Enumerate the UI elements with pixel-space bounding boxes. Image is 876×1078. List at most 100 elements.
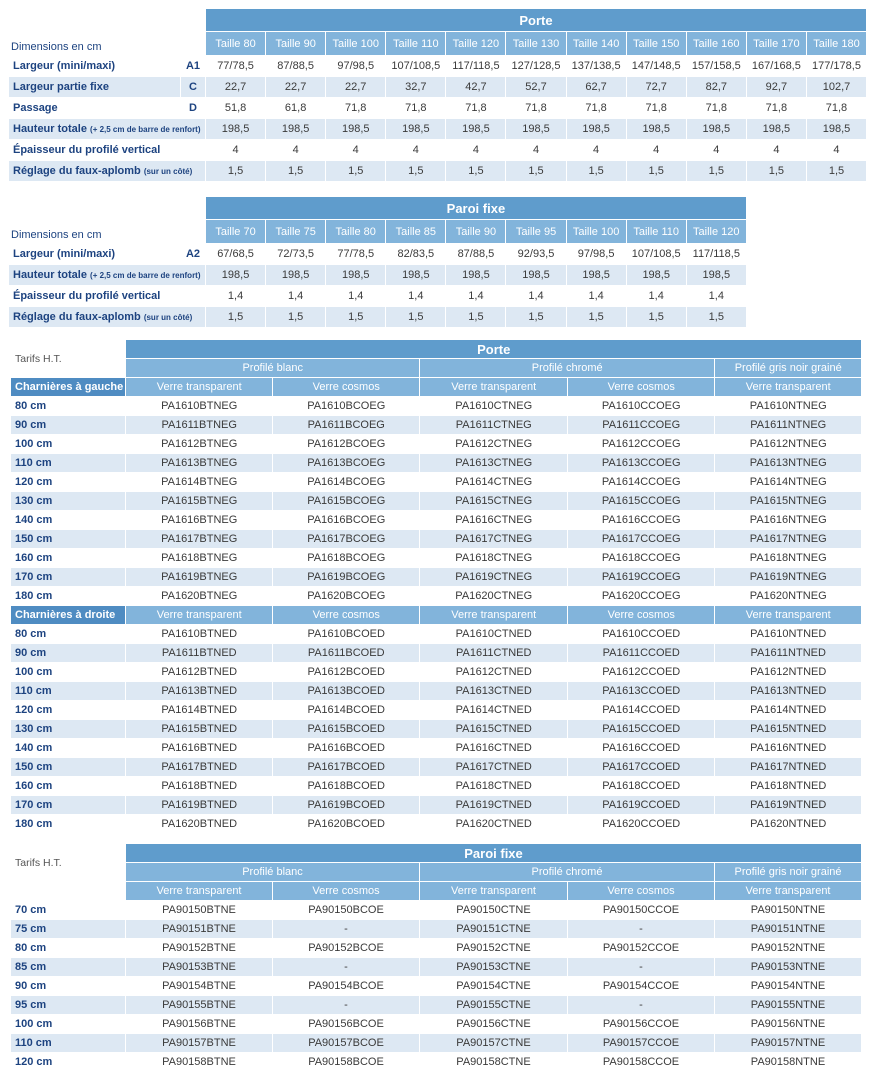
product-code: PA1612CCOEG (567, 434, 716, 454)
row-label: Largeur partie fixe (8, 76, 181, 98)
product-code: PA90154BCOE (272, 976, 420, 996)
product-code: PA90154CTNE (419, 976, 568, 996)
column-header: Taille 75 (265, 219, 327, 244)
product-code: PA1618BTNED (125, 776, 274, 796)
group-header: Profilé gris noir grainé (714, 862, 862, 882)
value-cell: 1,5 (625, 306, 687, 328)
data-row: 110 cm PA1613BTNED PA1613BCOED PA1613CTNED P… (9, 681, 863, 701)
blank-cell (10, 881, 126, 901)
row-label: Passage (8, 97, 181, 119)
value-cell: 1,4 (265, 285, 327, 307)
product-code: PA1610BTNED (125, 624, 274, 644)
product-code: PA90156BCOE (272, 1014, 420, 1034)
data-row: 160 cm PA1618BTNEG PA1618BCOEG PA1618CTNEG P… (9, 548, 863, 568)
product-code: PA1612BTNEG (125, 434, 274, 454)
product-code: PA1617BCOEG (272, 529, 421, 549)
product-code: PA1616BCOEG (272, 510, 421, 530)
data-row: 150 cm PA1617BTNEG PA1617BCOEG PA1617CTNEG P… (9, 529, 863, 549)
product-code: PA1614BCOEG (272, 472, 421, 492)
product-code: PA1610BCOEG (272, 396, 421, 416)
product-code: PA1615BCOED (272, 719, 421, 739)
value-cell: 67/68,5 (204, 243, 267, 265)
product-code: - (567, 919, 715, 939)
row-size: 85 cm (10, 957, 126, 977)
product-code: PA1616BCOED (272, 738, 421, 758)
value-cell: 1,5 (805, 160, 868, 182)
product-code: PA1611BCOEG (272, 415, 421, 435)
value-cell: 71,8 (625, 97, 687, 119)
data-row: 80 cm PA90152BTNE PA90152BCOE PA90152CTNE PA… (10, 938, 862, 958)
data-row: 100 cm PA90156BTNE PA90156BCOE PA90156CTNE P… (10, 1014, 862, 1034)
value-cell: 1,5 (385, 160, 447, 182)
value-cell: 198,5 (505, 118, 567, 140)
product-code: PA1610CTNED (419, 624, 569, 644)
row-label: Hauteur totale (+ 2,5 cm de barre de ren… (8, 264, 206, 286)
value-cell: 198,5 (265, 118, 327, 140)
product-code: PA1619BTNED (125, 795, 274, 815)
product-code: PA1619NTNEG (714, 567, 863, 587)
value-cell: 97/98,5 (325, 55, 387, 77)
value-cell: 1,5 (445, 306, 507, 328)
column-header: Taille 100 (565, 219, 627, 244)
product-code: PA1613CCOED (567, 681, 716, 701)
product-code: PA1618CCOEG (567, 548, 716, 568)
value-cell: 1,5 (204, 160, 267, 182)
column-header: Taille 100 (325, 31, 387, 56)
product-code: PA1618CCOED (567, 776, 716, 796)
product-code: PA90158NTNE (714, 1052, 862, 1072)
product-code: PA1619CCOED (567, 795, 716, 815)
data-row: 95 cm PA90155BTNE - PA90155CTNE - PA90155NTNE (10, 995, 862, 1015)
value-cell: 62,7 (565, 76, 627, 98)
product-code: PA1610BCOED (272, 624, 421, 644)
section-header-row: Charnières à droite Verre transparent Verr… (9, 605, 863, 625)
product-code: - (567, 957, 715, 977)
product-code: PA1616CTNEG (419, 510, 569, 530)
group-header: Profilé chromé (419, 862, 715, 882)
column-header-row: Dimensions en cm Taille 80 Taille 90 Taille… (8, 31, 868, 56)
product-code: PA1613NTNEG (714, 453, 863, 473)
group-header: Profilé gris noir grainé (714, 358, 863, 378)
value-cell: 1,5 (325, 160, 387, 182)
product-code: PA90150BCOE (272, 900, 420, 920)
row-size: 100 cm (10, 1014, 126, 1034)
product-code: - (272, 919, 420, 939)
value-cell: 22,7 (204, 76, 267, 98)
label-text: Réglage du faux-aplomb (13, 311, 141, 323)
row-size: 180 cm (9, 814, 127, 834)
value-cell: 107/108,5 (385, 55, 447, 77)
product-code: PA1619BCOEG (272, 567, 421, 587)
value-cell: 71,8 (565, 97, 627, 119)
data-row: Hauteur totale (+ 2,5 cm de barre de ren… (8, 264, 747, 286)
data-row: 90 cm PA1611BTNEG PA1611BCOEG PA1611CTNEG PA… (9, 415, 863, 435)
row-size: 110 cm (10, 1033, 126, 1053)
value-cell: 177/178,5 (805, 55, 868, 77)
product-code: PA1614CCOED (567, 700, 716, 720)
value-cell: 1,4 (385, 285, 447, 307)
product-code: PA1617BTNEG (125, 529, 274, 549)
row-size: 150 cm (9, 529, 127, 549)
value-cell: 52,7 (505, 76, 567, 98)
product-code: PA1615BTNED (125, 719, 274, 739)
value-cell: 198,5 (805, 118, 868, 140)
column-header: Taille 140 (565, 31, 627, 56)
product-code: PA1611CTNED (419, 643, 569, 663)
value-cell: 92/93,5 (505, 243, 567, 265)
product-code: PA90151BTNE (125, 919, 273, 939)
value-cell: 198,5 (265, 264, 327, 286)
product-code: PA1619NTNED (714, 795, 863, 815)
product-code: PA90156NTNE (714, 1014, 862, 1034)
group-row: Profilé blanc Profilé chromé Profilé gris … (11, 358, 863, 378)
data-row: Réglage du faux-aplomb (sur un côté) 1,5 1… (8, 160, 868, 182)
product-code: PA1612CTNED (419, 662, 569, 682)
row-size: 170 cm (9, 795, 127, 815)
value-cell: 77/78,5 (325, 243, 387, 265)
row-size: 140 cm (9, 510, 127, 530)
row-size: 100 cm (9, 434, 127, 454)
product-code: PA1616NTNEG (714, 510, 863, 530)
row-size: 75 cm (10, 919, 126, 939)
column-header: Taille 110 (625, 219, 687, 244)
label-note: (+ 2,5 cm de barre de renfort) (90, 125, 201, 134)
group-header: Profilé blanc (125, 862, 420, 882)
product-code: PA90157BCOE (272, 1033, 420, 1053)
